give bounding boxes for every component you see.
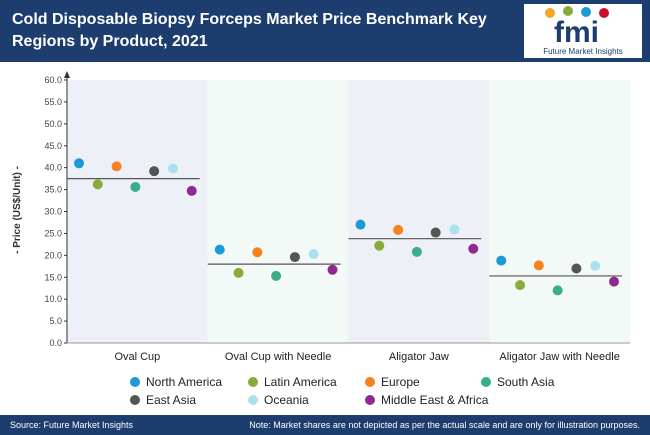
point-europe-oval-cup-with-needle	[252, 247, 263, 258]
point-europe-oval-cup	[111, 161, 122, 172]
legend-item-east-asia: East Asia	[130, 393, 196, 407]
y-tick-label: 25.0	[44, 228, 62, 238]
x-axis-labels: Oval Cup Oval Cup with Needle Aligator Jaw…	[114, 351, 619, 363]
legend-item-europe: Europe	[365, 375, 420, 389]
point-east-asia-oval-cup-with-needle	[289, 252, 300, 263]
point-north-america-aligator-jaw-with-needle	[496, 255, 507, 266]
point-east-asia-aligator-jaw	[430, 227, 441, 238]
legend-swatch	[365, 377, 375, 387]
x-label-aligator-jaw-with-needle: Aligator Jaw with Needle	[499, 351, 619, 363]
legend-item-latin-america: Latin America	[248, 375, 337, 389]
point-latin-america-oval-cup	[92, 179, 103, 190]
y-tick-label: 20.0	[44, 250, 62, 260]
logo-dot-green	[563, 6, 573, 16]
legend-label: North America	[146, 375, 222, 389]
y-tick-label: 40.0	[44, 163, 62, 173]
category-bands	[67, 80, 630, 343]
legend-item-north-america: North America	[130, 375, 222, 389]
band-aligator-jaw-with-needle	[489, 80, 630, 343]
average-lines	[67, 178, 622, 277]
point-north-america-oval-cup-with-needle	[214, 244, 225, 255]
point-north-america-oval-cup	[74, 158, 84, 169]
point-south-asia-aligator-jaw	[411, 246, 422, 257]
chart-area: 0.0 5.0 10.0 15.0 20.0 25.0 30.0 35.0 40.0 45.0 50…	[12, 71, 630, 407]
y-tick-label: 5.0	[49, 316, 62, 326]
data-points	[74, 158, 619, 296]
point-middle-east-africa-oval-cup	[186, 185, 197, 196]
y-tick-label: 60.0	[44, 75, 62, 85]
y-tick-label: 35.0	[44, 185, 62, 195]
fmi-logo-graphic: fmi Future Market Insights	[543, 6, 623, 56]
point-south-asia-aligator-jaw-with-needle	[552, 285, 563, 296]
chart-title: Cold Disposable Biopsy Forceps Market Pr…	[12, 11, 487, 50]
source-text: Source: Future Market Insights	[10, 420, 134, 430]
point-europe-aligator-jaw-with-needle	[533, 260, 544, 271]
logo-letters: fmi	[554, 16, 599, 49]
legend: North America Latin America Europe South As…	[130, 375, 555, 407]
point-oceania-oval-cup	[167, 163, 178, 174]
legend-item-middle-east-africa: Middle East & Africa	[365, 393, 489, 407]
y-axis-arrow	[64, 71, 70, 78]
y-tick-label: 45.0	[44, 141, 62, 151]
band-oval-cup-with-needle	[207, 80, 349, 343]
x-label-oval-cup: Oval Cup	[114, 351, 160, 363]
point-europe-aligator-jaw	[393, 224, 404, 235]
legend-swatch	[248, 377, 258, 387]
x-label-oval-cup-with-needle: Oval Cup with Needle	[225, 351, 331, 363]
point-latin-america-oval-cup-with-needle	[233, 267, 244, 278]
point-middle-east-africa-oval-cup-with-needle	[327, 264, 338, 275]
legend-swatch	[130, 377, 140, 387]
legend-swatch	[248, 395, 258, 405]
y-tick-label: 55.0	[44, 97, 62, 107]
point-oceania-aligator-jaw-with-needle	[590, 260, 601, 271]
y-tick-label: 0.0	[49, 338, 62, 348]
header-bar: Cold Disposable Biopsy Forceps Market Pr…	[0, 0, 650, 62]
legend-label: East Asia	[146, 393, 196, 407]
point-middle-east-africa-aligator-jaw-with-needle	[609, 276, 619, 287]
point-latin-america-aligator-jaw-with-needle	[515, 280, 526, 291]
legend-label: Middle East & Africa	[381, 393, 489, 407]
legend-swatch	[481, 377, 491, 387]
point-south-asia-oval-cup-with-needle	[271, 270, 282, 281]
point-east-asia-aligator-jaw-with-needle	[571, 263, 582, 274]
point-oceania-oval-cup-with-needle	[308, 249, 319, 260]
legend-label: Europe	[381, 375, 420, 389]
y-tick-label: 30.0	[44, 207, 62, 217]
legend-label: South Asia	[497, 375, 555, 389]
y-tick-label: 10.0	[44, 294, 62, 304]
logo-text: Future Market Insights	[543, 47, 623, 56]
point-north-america-aligator-jaw	[355, 219, 366, 230]
y-axis: 0.0 5.0 10.0 15.0 20.0 25.0 30.0 35.0 40.0 45.0 50…	[44, 71, 630, 348]
legend-item-oceania: Oceania	[248, 393, 309, 407]
y-tick-label: 15.0	[44, 272, 62, 282]
legend-label: Latin America	[264, 375, 337, 389]
footer-bar: Source: Future Market Insights Note: Mar…	[0, 415, 650, 435]
point-south-asia-oval-cup	[130, 181, 141, 192]
legend-swatch	[130, 395, 140, 405]
fmi-logo: fmi Future Market Insights	[524, 4, 642, 58]
x-label-aligator-jaw: Aligator Jaw	[389, 351, 449, 363]
band-oval-cup	[67, 80, 208, 343]
legend-item-south-asia: South Asia	[481, 375, 555, 389]
legend-label: Oceania	[264, 393, 309, 407]
note-text: Note: Market shares are not depicted as …	[249, 420, 640, 430]
point-middle-east-africa-aligator-jaw	[468, 243, 479, 254]
point-latin-america-aligator-jaw	[374, 240, 385, 251]
y-tick-label: 50.0	[44, 119, 62, 129]
point-oceania-aligator-jaw	[449, 224, 460, 235]
point-east-asia-oval-cup	[149, 166, 160, 177]
logo-dot-red	[599, 8, 609, 18]
logo-dot-blue	[581, 7, 591, 17]
logo-dot-orange	[545, 8, 555, 18]
legend-swatch	[365, 395, 375, 405]
y-axis-label: - Price (US$/Unit) -	[12, 166, 23, 254]
band-aligator-jaw	[348, 80, 490, 343]
